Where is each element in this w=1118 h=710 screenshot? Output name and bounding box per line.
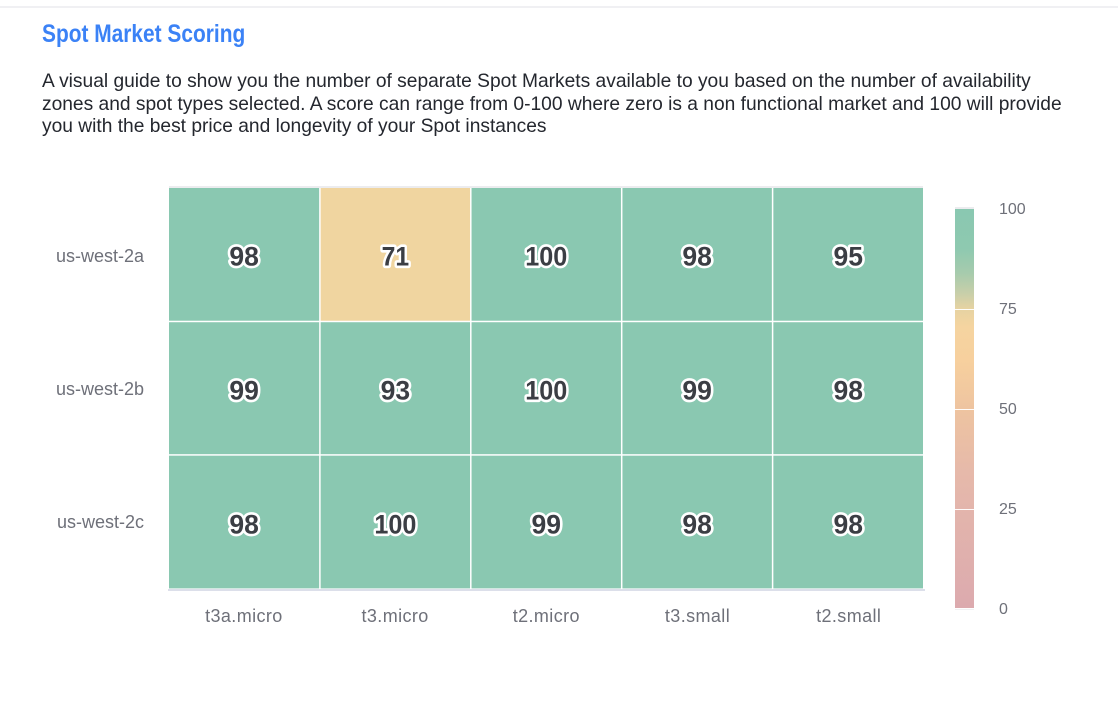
svg-text:71: 71: [381, 242, 409, 272]
svg-text:95: 95: [833, 242, 862, 272]
svg-text:98: 98: [833, 376, 862, 406]
svg-text:99: 99: [531, 510, 560, 540]
svg-text:100: 100: [525, 376, 567, 406]
svg-text:99: 99: [682, 376, 711, 406]
svg-text:100: 100: [525, 242, 567, 272]
svg-text:98: 98: [682, 510, 711, 540]
svg-text:98: 98: [682, 242, 711, 272]
svg-text:98: 98: [229, 242, 258, 272]
svg-text:98: 98: [833, 510, 862, 540]
svg-text:99: 99: [229, 376, 258, 406]
svg-text:98: 98: [229, 510, 258, 540]
svg-text:93: 93: [380, 376, 409, 406]
svg-text:100: 100: [374, 510, 416, 540]
